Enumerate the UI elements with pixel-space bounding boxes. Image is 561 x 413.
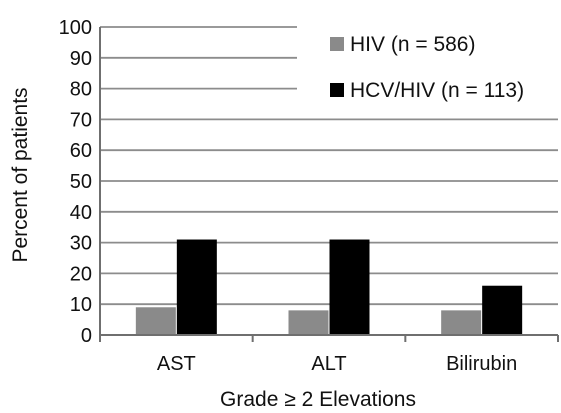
bar-bilirubin-series-2: [482, 285, 523, 335]
x-tick-labels: AST ALT Bilirubin: [157, 353, 517, 375]
y-tick-label-80: 80: [70, 79, 92, 101]
y-tick-label-100: 100: [59, 17, 92, 39]
y-tick-label-0: 0: [81, 325, 92, 347]
y-tick-label-30: 30: [70, 233, 92, 255]
x-tick-label-ast: AST: [157, 353, 196, 375]
y-tick-label-60: 60: [70, 140, 92, 162]
bars: [135, 239, 523, 335]
bar-alt-series-1: [288, 310, 329, 335]
axes: [99, 27, 559, 342]
bar-ast-series-1: [135, 307, 176, 335]
legend-swatch-series-1: [330, 37, 344, 51]
x-axis-title: Grade ≥ 2 Elevations: [220, 388, 416, 411]
bar-ast-series-2: [176, 239, 217, 335]
y-tick-labels: 0 10 20 30 40 50 60 70 80 90 100: [59, 17, 92, 347]
legend-swatch-series-2: [330, 83, 344, 97]
x-tick-label-alt: ALT: [311, 353, 346, 375]
legend-label-series-1: HIV (n = 586): [350, 33, 475, 56]
y-tick-label-50: 50: [70, 171, 92, 193]
y-tick-label-20: 20: [70, 263, 92, 285]
y-axis-title: Percent of patients: [9, 87, 32, 262]
legend-label-series-2: HCV/HIV (n = 113): [350, 79, 524, 102]
y-tick-label-90: 90: [70, 48, 92, 70]
bar-alt-series-2: [329, 239, 370, 335]
y-tick-label-40: 40: [70, 202, 92, 224]
legend: HIV (n = 586) HCV/HIV (n = 113): [297, 12, 558, 110]
y-tick-label-70: 70: [70, 109, 92, 131]
y-tick-label-10: 10: [70, 294, 92, 316]
bar-bilirubin-series-1: [441, 310, 482, 335]
x-tick-label-bilirubin: Bilirubin: [446, 353, 517, 375]
